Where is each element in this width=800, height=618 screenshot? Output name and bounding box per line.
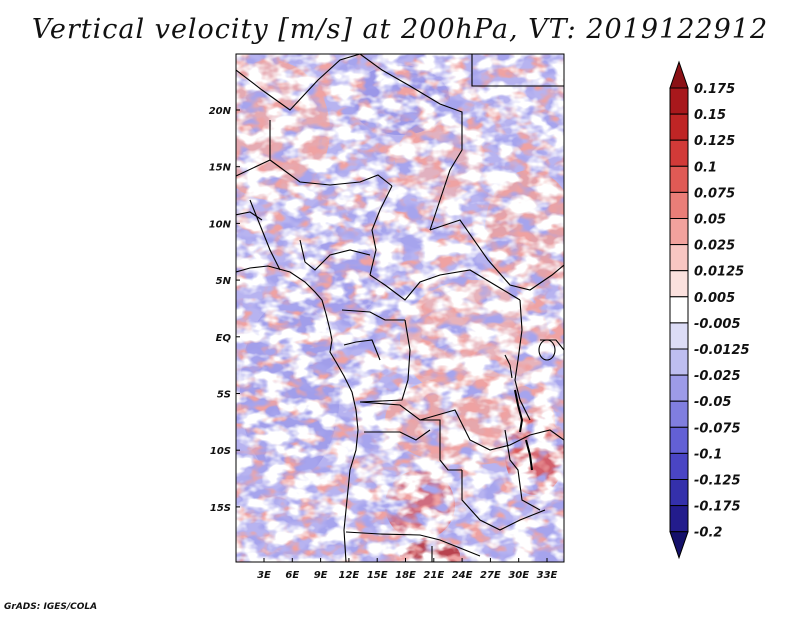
- colorbar-swatch: [669, 87, 689, 115]
- lat-label: 20N: [209, 106, 232, 117]
- colorbar-swatch: [669, 113, 689, 141]
- colorbar-swatch: [669, 218, 689, 246]
- lat-label: 15S: [210, 503, 231, 514]
- grads-credit: GrADS: IGES/COLA: [4, 602, 98, 612]
- colorbar-label: -0.1: [694, 447, 722, 462]
- colorbar-label: -0.05: [694, 395, 731, 410]
- lon-label: 24E: [452, 570, 473, 581]
- velocity-field: [236, 54, 564, 562]
- colorbar-swatch: [669, 374, 689, 402]
- colorbar-label: -0.075: [694, 421, 741, 436]
- colorbar-label: 0.025: [694, 239, 735, 254]
- colorbar-swatch: [669, 322, 689, 350]
- colorbar-swatch: [669, 348, 689, 376]
- colorbar-label: -0.2: [694, 526, 722, 541]
- colorbar-label: 0.005: [694, 291, 735, 306]
- colorbar-label: -0.005: [694, 317, 741, 332]
- colorbar-top-arrow: [669, 60, 689, 89]
- lat-label: 10N: [209, 219, 232, 230]
- colorbar-bottom-arrow: [669, 531, 689, 560]
- colorbar-swatch: [669, 244, 689, 272]
- map-frame: [235, 53, 565, 563]
- colorbar-label: 0.05: [694, 213, 726, 228]
- lon-label: 9E: [314, 570, 328, 581]
- colorbar-swatch: [669, 400, 689, 428]
- colorbar-label: -0.125: [694, 474, 741, 489]
- colorbar-label: 0.175: [694, 82, 735, 97]
- colorbar-swatch: [669, 165, 689, 193]
- chart-title: Vertical velocity [m/s] at 200hPa, VT: 2…: [31, 14, 769, 45]
- colorbar-swatch: [669, 426, 689, 454]
- lon-label: 15E: [367, 570, 388, 581]
- colorbar-label: -0.175: [694, 500, 741, 515]
- lat-label: 15N: [209, 163, 232, 174]
- country-borders: [236, 54, 564, 562]
- lat-label: 5S: [217, 390, 231, 401]
- lon-label: 27E: [480, 570, 501, 581]
- colorbar-swatch: [669, 139, 689, 167]
- colorbar: 0.175 0.15 0.125 0.1 0.075 0.05 0.025 0.0125 0.0…: [669, 60, 750, 560]
- colorbar-swatch: [669, 191, 689, 219]
- colorbar-swatch: [669, 452, 689, 480]
- lon-label: 30E: [508, 570, 529, 581]
- colorbar-swatch: [669, 479, 689, 507]
- lat-label: EQ: [216, 333, 232, 344]
- colorbar-label: 0.075: [694, 186, 735, 201]
- colorbar-swatch: [669, 270, 689, 298]
- colorbar-swatch: [669, 296, 689, 324]
- colorbar-label: -0.025: [694, 369, 741, 384]
- colorbar-label: -0.0125: [694, 343, 750, 358]
- colorbar-label: 0.15: [694, 108, 726, 123]
- longitude-labels: 3E 6E 9E 12E 15E 18E 21E 24E 27E 30E 33E: [257, 558, 558, 581]
- lon-label: 3E: [257, 570, 271, 581]
- latitude-labels: 20N 15N 10N 5N EQ 5S 10S 15S: [209, 106, 240, 514]
- lon-label: 21E: [423, 570, 444, 581]
- colorbar-label: 0.0125: [694, 265, 744, 280]
- colorbar-label: 0.1: [694, 160, 717, 175]
- lon-label: 6E: [285, 570, 299, 581]
- lon-label: 18E: [395, 570, 416, 581]
- lat-label: 5N: [216, 276, 232, 287]
- lon-label: 33E: [537, 570, 558, 581]
- colorbar-swatch: [669, 505, 689, 533]
- lon-label: 12E: [339, 570, 360, 581]
- colorbar-label: 0.125: [694, 134, 735, 149]
- lat-label: 10S: [210, 446, 231, 457]
